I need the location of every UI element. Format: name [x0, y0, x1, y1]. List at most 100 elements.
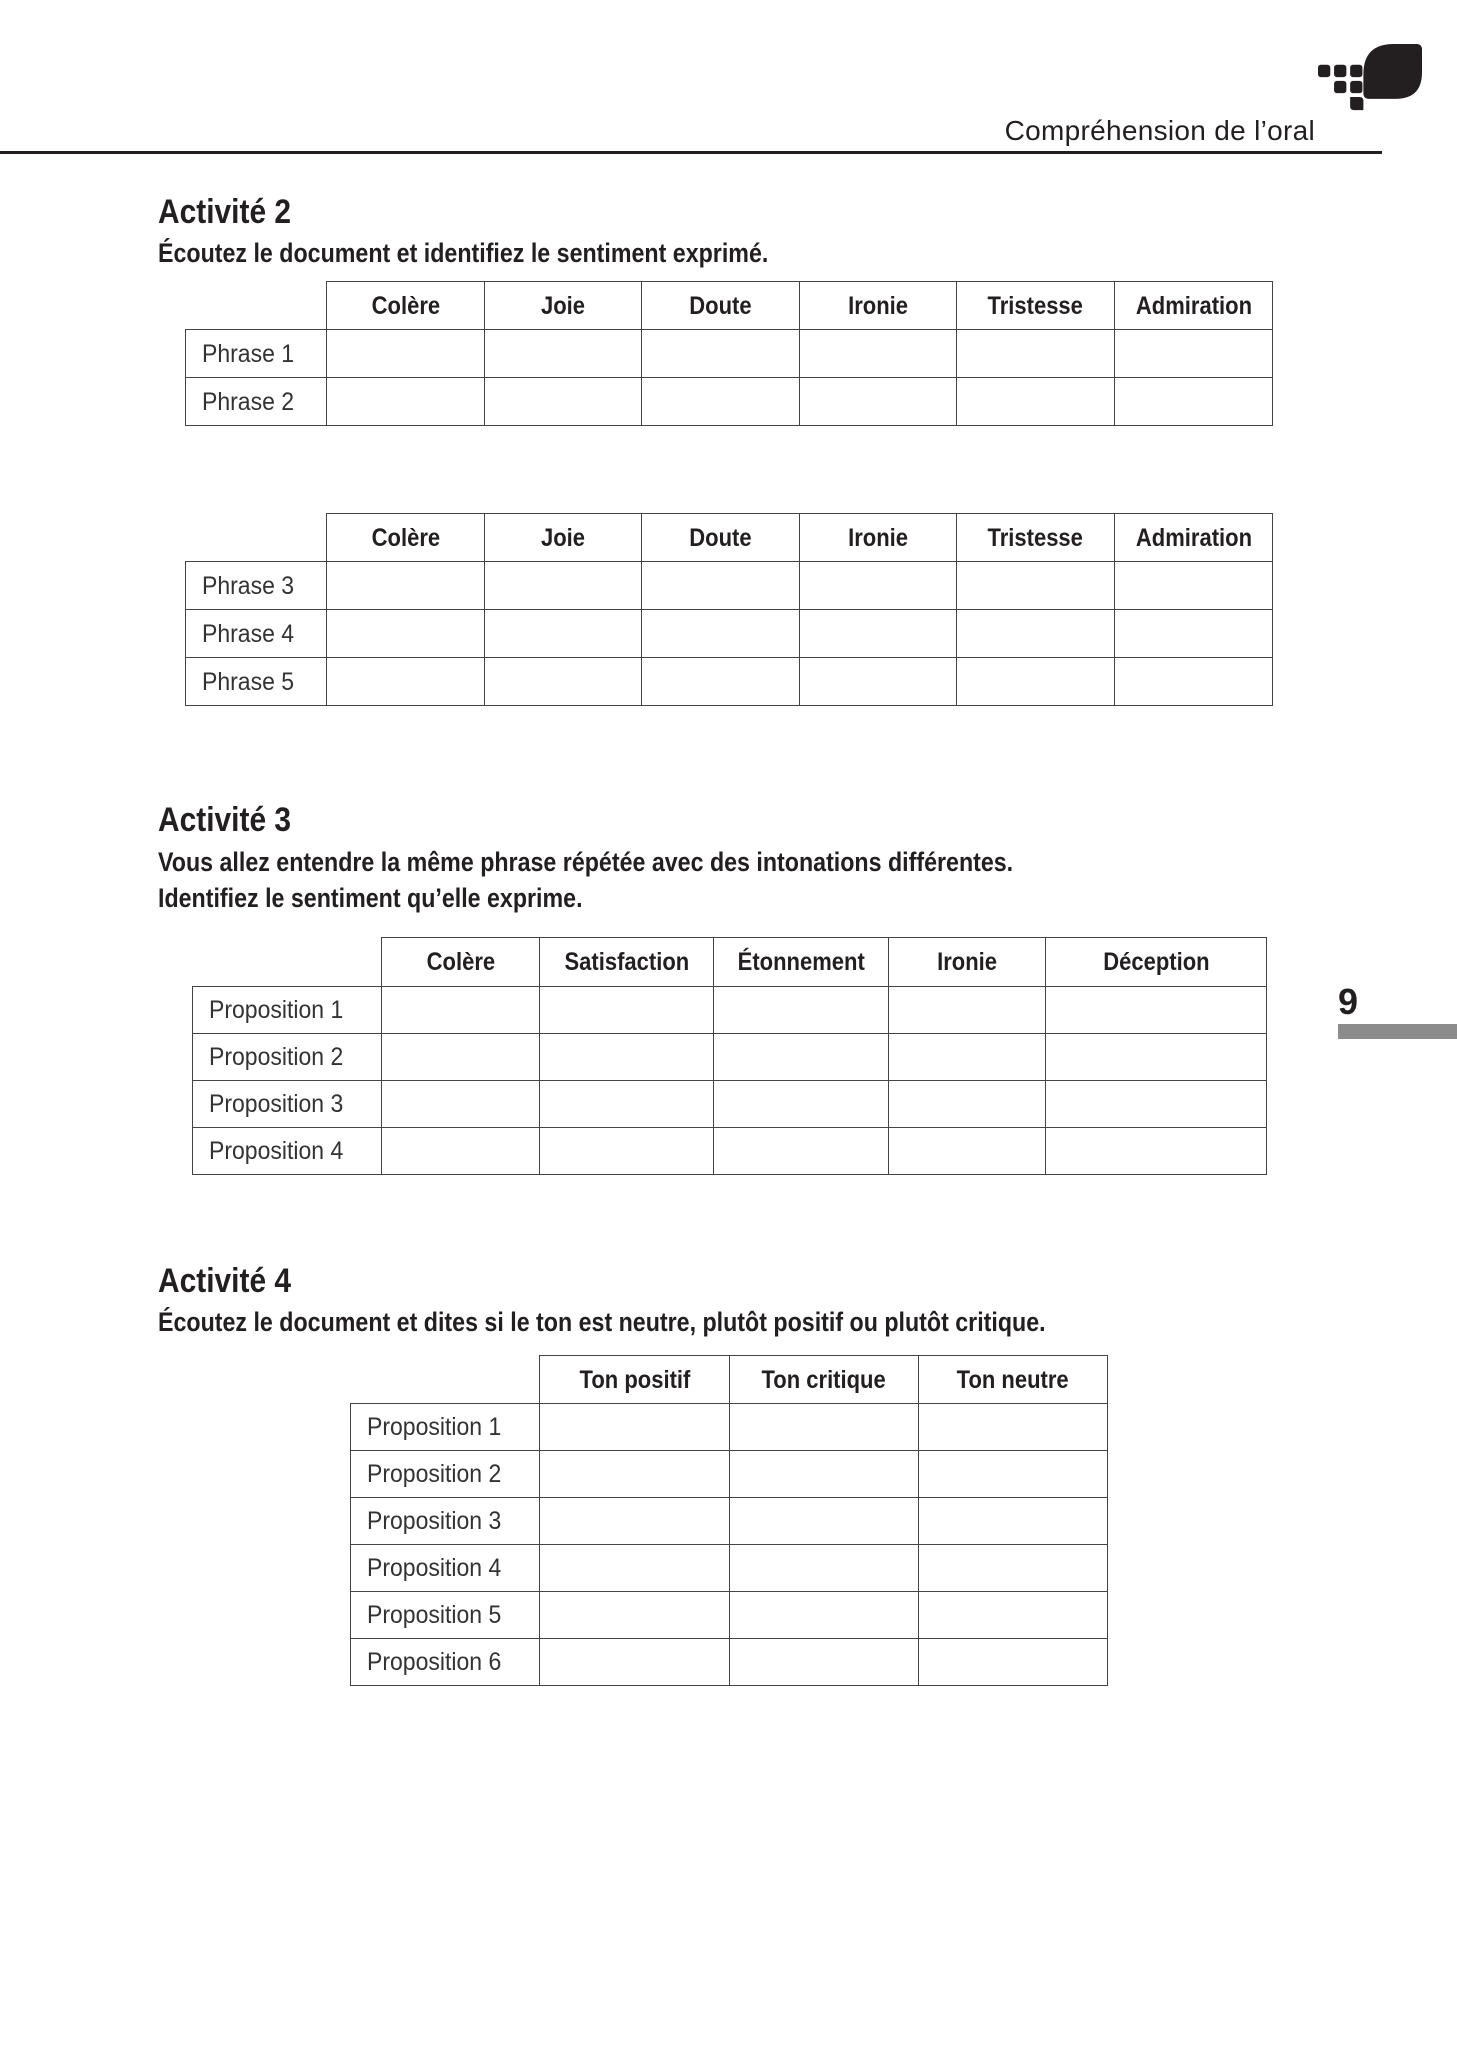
answer-cell[interactable] — [799, 561, 957, 610]
column-header-label: Tristesse — [987, 291, 1084, 320]
table-row: Proposition 3 — [350, 1497, 1108, 1545]
header-rule — [0, 151, 1382, 154]
answer-cell[interactable] — [326, 377, 485, 426]
answer-cell[interactable] — [539, 1497, 730, 1545]
answer-cell[interactable] — [888, 1033, 1046, 1081]
answer-cell[interactable] — [539, 1591, 730, 1639]
answer-cell[interactable] — [484, 609, 642, 658]
answer-cell[interactable] — [641, 657, 800, 706]
row-label: Proposition 6 — [350, 1638, 540, 1686]
answer-cell[interactable] — [888, 986, 1046, 1034]
answer-cell[interactable] — [956, 329, 1115, 378]
row-label: Proposition 4 — [350, 1544, 540, 1592]
answer-cell[interactable] — [888, 1127, 1046, 1175]
column-header-label: Joie — [540, 291, 586, 320]
answer-cell[interactable] — [1114, 561, 1273, 610]
row-label-text: Phrase 5 — [202, 667, 295, 696]
table-row: Proposition 5 — [350, 1591, 1108, 1639]
activity-2-title: Activité 2 — [158, 193, 292, 231]
answer-cell[interactable] — [799, 377, 957, 426]
answer-cell[interactable] — [539, 1033, 714, 1081]
answer-cell[interactable] — [1114, 657, 1273, 706]
column-header: Admiration — [1114, 281, 1273, 330]
column-header-label: Ton critique — [761, 1365, 887, 1394]
answer-cell[interactable] — [539, 1127, 714, 1175]
answer-cell[interactable] — [729, 1544, 919, 1592]
answer-cell[interactable] — [729, 1450, 919, 1498]
answer-cell[interactable] — [326, 329, 485, 378]
answer-cell[interactable] — [539, 1450, 730, 1498]
answer-cell[interactable] — [539, 986, 714, 1034]
answer-cell[interactable] — [381, 1127, 540, 1175]
column-header-label: Joie — [540, 523, 586, 552]
row-label: Proposition 3 — [350, 1497, 540, 1545]
answer-cell[interactable] — [539, 1638, 730, 1686]
column-header-label: Tristesse — [987, 523, 1084, 552]
row-label-text: Proposition 1 — [367, 1413, 502, 1441]
answer-cell[interactable] — [484, 561, 642, 610]
table-row: Phrase 3 — [185, 561, 1273, 610]
answer-cell[interactable] — [326, 609, 485, 658]
column-header: Colère — [326, 513, 485, 562]
page-tab-bar — [1338, 1024, 1457, 1039]
answer-cell[interactable] — [1045, 1080, 1267, 1128]
column-header: Ton critique — [729, 1355, 919, 1404]
answer-cell[interactable] — [641, 329, 800, 378]
answer-cell[interactable] — [484, 657, 642, 706]
answer-cell[interactable] — [539, 1544, 730, 1592]
answer-cell[interactable] — [1114, 609, 1273, 658]
answer-cell[interactable] — [713, 1127, 889, 1175]
row-label-text: Proposition 4 — [209, 1137, 344, 1165]
answer-cell[interactable] — [539, 1080, 714, 1128]
answer-cell[interactable] — [918, 1591, 1108, 1639]
answer-cell[interactable] — [381, 986, 540, 1034]
table-row: Proposition 4 — [350, 1544, 1108, 1592]
header-corner — [185, 513, 327, 562]
answer-cell[interactable] — [729, 1638, 919, 1686]
answer-cell[interactable] — [326, 657, 485, 706]
row-label-text: Proposition 1 — [209, 996, 344, 1024]
activity-3-instruction-1: Vous allez entendre la même phrase répét… — [158, 847, 1014, 877]
row-label: Proposition 2 — [192, 1033, 382, 1081]
column-header-label: Satisfaction — [564, 948, 689, 976]
answer-cell[interactable] — [713, 986, 889, 1034]
answer-cell[interactable] — [484, 329, 642, 378]
answer-cell[interactable] — [799, 329, 957, 378]
answer-cell[interactable] — [918, 1544, 1108, 1592]
answer-cell[interactable] — [539, 1403, 730, 1451]
answer-cell[interactable] — [729, 1591, 919, 1639]
answer-cell[interactable] — [956, 609, 1115, 658]
answer-cell[interactable] — [1114, 377, 1273, 426]
activity-2-table-1: Colère Joie Doute Ironie Tristesse Admiration… — [185, 281, 1273, 426]
answer-cell[interactable] — [729, 1497, 919, 1545]
answer-cell[interactable] — [888, 1080, 1046, 1128]
answer-cell[interactable] — [641, 609, 800, 658]
answer-cell[interactable] — [918, 1638, 1108, 1686]
answer-cell[interactable] — [956, 561, 1115, 610]
answer-cell[interactable] — [918, 1450, 1108, 1498]
answer-cell[interactable] — [1045, 1033, 1267, 1081]
answer-cell[interactable] — [799, 609, 957, 658]
publisher-logo-icon — [1318, 44, 1422, 111]
row-label: Proposition 2 — [350, 1450, 540, 1498]
answer-cell[interactable] — [1045, 986, 1267, 1034]
answer-cell[interactable] — [381, 1080, 540, 1128]
answer-cell[interactable] — [1045, 1127, 1267, 1175]
answer-cell[interactable] — [326, 561, 485, 610]
answer-cell[interactable] — [956, 377, 1115, 426]
table-header-row: Colère Satisfaction Étonnement Ironie Décept… — [192, 937, 1267, 987]
answer-cell[interactable] — [918, 1403, 1108, 1451]
answer-cell[interactable] — [799, 657, 957, 706]
answer-cell[interactable] — [484, 377, 642, 426]
answer-cell[interactable] — [1114, 329, 1273, 378]
answer-cell[interactable] — [713, 1033, 889, 1081]
answer-cell[interactable] — [641, 561, 800, 610]
answer-cell[interactable] — [918, 1497, 1108, 1545]
answer-cell[interactable] — [713, 1080, 889, 1128]
answer-cell[interactable] — [641, 377, 800, 426]
answer-cell[interactable] — [381, 1033, 540, 1081]
column-header-label: Doute — [689, 291, 752, 320]
activity-2-table-2: Colère Joie Doute Ironie Tristesse Admiration… — [185, 513, 1273, 706]
answer-cell[interactable] — [729, 1403, 919, 1451]
answer-cell[interactable] — [956, 657, 1115, 706]
